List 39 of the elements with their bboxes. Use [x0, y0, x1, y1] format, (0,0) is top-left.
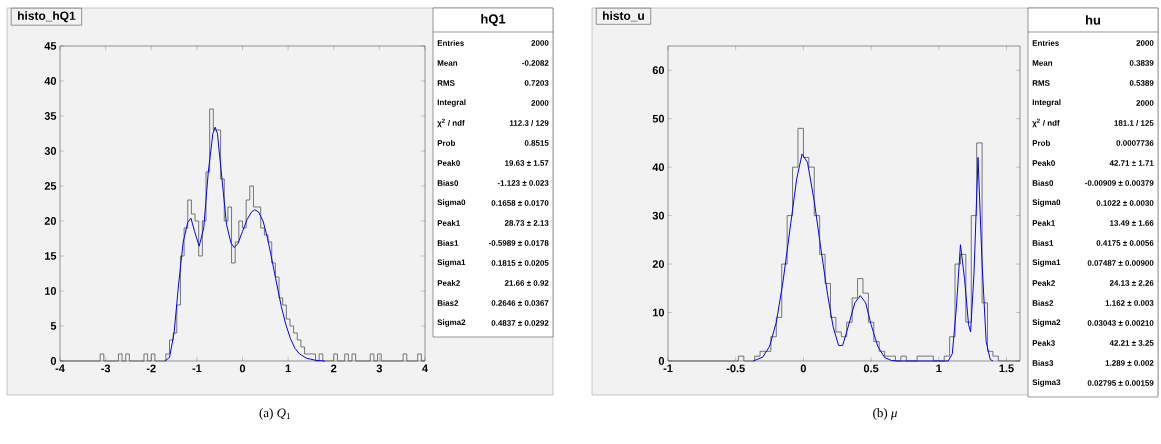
y-tick-label: 10	[652, 308, 665, 317]
x-tick-label: -0.5	[726, 364, 745, 373]
y-tick-label: 30	[652, 211, 665, 220]
x-tick-label: -1	[663, 364, 673, 373]
chart-title: histo_u	[603, 11, 644, 22]
chart-title: histo_hQ1	[18, 11, 76, 23]
y-tick-label: 30	[44, 147, 57, 155]
text: (b) μ	[873, 408, 897, 420]
x-tick-label: -3	[101, 364, 111, 373]
y-tick-label: 35	[44, 112, 57, 120]
x-tick-label: 3	[376, 364, 383, 373]
x-tick-label: -1	[192, 364, 202, 373]
text: hQ1	[481, 14, 506, 26]
x-tick-label: 1	[936, 364, 942, 373]
y-tick-label: 5	[50, 322, 57, 330]
y-tick-label: 0	[50, 357, 57, 365]
x-tick-label: -4	[55, 364, 65, 373]
line-series	[164, 126, 326, 362]
y-tick-label: 50	[652, 114, 665, 123]
x-tick-label: 4	[422, 364, 428, 373]
y-tick-label: 40	[652, 163, 665, 172]
x-tick-label: 1.5	[999, 364, 1014, 373]
y-tick-label: 60	[652, 66, 665, 75]
y-tick-label: 45	[44, 42, 57, 50]
y-tick-label: 0	[658, 357, 665, 365]
x-tick-label: 2	[331, 364, 337, 373]
y-tick-label: 10	[44, 287, 57, 295]
x-tick-label: -2	[146, 364, 156, 373]
x-tick-label: 0	[239, 364, 246, 373]
text: (a) Q$_{1}$	[259, 408, 290, 420]
x-tick-label: 1	[285, 364, 291, 373]
y-tick-label: 15	[44, 252, 57, 260]
y-tick-label: 20	[652, 260, 665, 268]
y-tick-label: 20	[44, 217, 57, 225]
y-tick-label: 40	[44, 77, 57, 85]
x-tick-label: 0.5	[863, 364, 879, 373]
x-tick-label: 0	[800, 364, 806, 373]
text: hu	[1085, 15, 1101, 25]
y-tick-label: 25	[44, 182, 57, 190]
